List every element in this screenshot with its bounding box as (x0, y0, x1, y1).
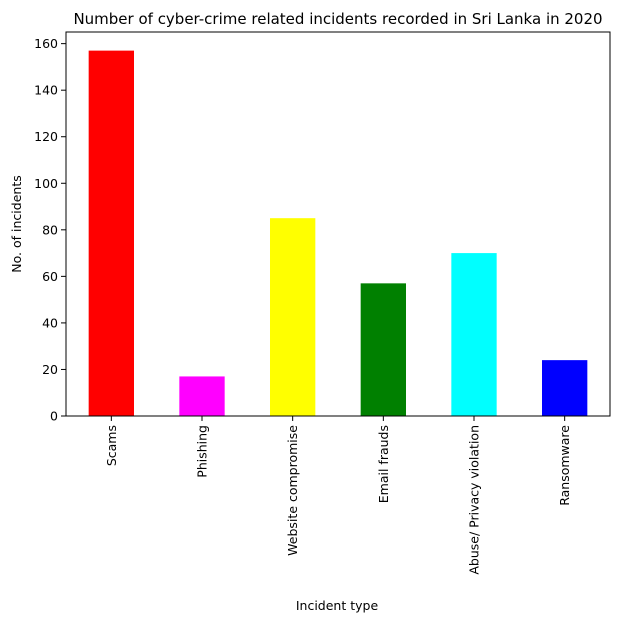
y-tick-label-5: 100 (34, 176, 58, 191)
y-axis-label: No. of incidents (9, 175, 24, 272)
bar-1 (179, 376, 225, 416)
x-tick-label-3: Email frauds (376, 425, 391, 503)
bar-5 (542, 360, 588, 416)
bar-2 (270, 218, 316, 416)
y-tick-label-7: 140 (34, 83, 58, 98)
y-tick-label-2: 40 (42, 315, 58, 330)
y-tick-label-6: 120 (34, 129, 58, 144)
bar-4 (451, 253, 497, 416)
x-tick-label-2: Website compromise (285, 425, 300, 556)
y-tick-label-0: 0 (50, 409, 58, 424)
x-tick-label-5: Ransomware (557, 425, 572, 506)
x-tick-label-4: Abuse/ Privacy violation (467, 425, 482, 575)
x-axis-label: Incident type (296, 598, 379, 613)
y-tick-label-1: 20 (42, 362, 58, 377)
chart-title: Number of cyber-crime related incidents … (73, 10, 602, 28)
x-tick-label-1: Phishing (195, 425, 210, 478)
bar-3 (360, 283, 406, 416)
bar-0 (88, 50, 134, 416)
y-tick-label-3: 60 (42, 269, 58, 284)
plot-frame (65, 31, 611, 417)
plot-area: 0 20 40 60 80 100 120 140 160 Scams Phishing Websit… (34, 31, 611, 575)
x-tick-label-0: Scams (104, 425, 119, 466)
y-tick-label-4: 80 (42, 222, 58, 237)
y-tick-label-8: 160 (34, 36, 58, 51)
